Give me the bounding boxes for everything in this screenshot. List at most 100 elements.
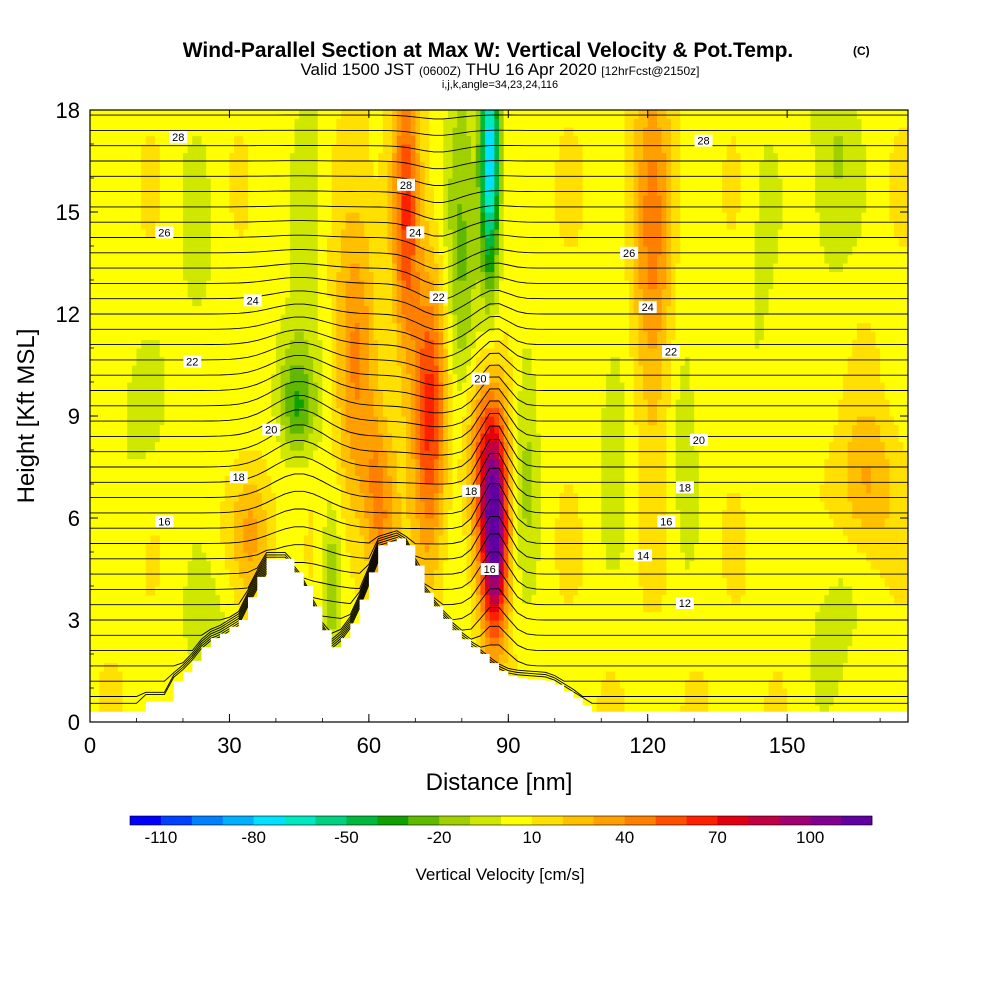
velocity-cell [647,569,653,579]
velocity-cell [313,552,319,562]
velocity-cell [856,560,863,570]
velocity-cell [698,671,705,681]
velocity-cell [731,662,737,672]
velocity-cell [810,586,816,596]
velocity-cell [638,628,644,638]
velocity-cell [870,637,877,647]
velocity-cell [740,645,746,655]
velocity-cell [210,543,217,553]
velocity-cell [503,501,509,511]
velocity-cell [828,696,835,706]
velocity-cell [870,671,877,681]
velocity-cell [884,654,891,664]
velocity-cell [601,586,607,596]
velocity-cell [643,696,649,706]
velocity-cell [898,637,904,647]
velocity-cell [526,603,533,613]
velocity-cell [861,594,867,604]
velocity-cell [647,603,653,613]
velocity-cell [587,594,593,604]
velocity-cell [782,501,788,511]
velocity-cell [201,586,207,596]
velocity-cell [182,484,189,494]
velocity-cell [573,501,579,511]
velocity-cell [559,645,565,655]
velocity-cell [531,594,537,604]
velocity-cell [791,543,798,553]
velocity-cell [591,594,598,604]
velocity-cell [638,654,644,664]
velocity-cell [215,586,221,596]
velocity-cell [889,688,895,698]
velocity-cell [717,645,723,655]
velocity-cell [466,526,472,536]
velocity-cell [833,594,839,604]
velocity-cell [708,662,714,672]
velocity-cell [745,560,751,570]
velocity-cell [740,577,746,587]
velocity-cell [866,654,872,664]
velocity-cell [824,662,830,672]
velocity-cell [248,586,254,596]
velocity-cell [749,620,756,630]
velocity-cell [838,645,844,655]
velocity-cell [461,594,468,604]
velocity-cell [870,509,877,519]
velocity-cell [182,560,189,570]
velocity-cell [419,501,426,511]
velocity-cell [499,645,505,655]
velocity-cell [596,679,602,689]
velocity-cell [578,577,584,587]
velocity-cell [745,526,751,536]
velocity-cell [554,526,561,536]
velocity-cell [596,577,602,587]
velocity-cell [643,518,649,528]
velocity-cell [591,526,598,536]
velocity-cell [852,560,858,570]
velocity-cell [861,603,867,613]
velocity-cell [903,611,908,621]
velocity-cell [824,535,830,545]
velocity-cell [633,628,640,638]
velocity-cell [164,662,170,672]
velocity-cell [136,577,142,587]
velocity-cell [842,526,849,536]
velocity-cell [517,577,523,587]
velocity-cell [838,696,844,706]
velocity-cell [815,526,821,536]
velocity-cell [740,569,746,579]
velocity-cell [489,620,495,630]
velocity-cell [187,637,193,647]
velocity-cell [452,594,458,604]
velocity-cell [801,620,807,630]
velocity-cell [99,611,105,621]
velocity-cell [499,654,505,664]
velocity-cell [261,518,268,528]
velocity-cell [564,671,570,681]
velocity-cell [596,526,602,536]
velocity-cell [559,535,565,545]
velocity-cell [861,509,867,519]
velocity-cell [522,526,528,536]
velocity-cell [680,696,686,706]
velocity-cell [475,560,482,570]
velocity-cell [261,492,268,502]
velocity-cell [489,654,495,664]
velocity-cell [596,645,602,655]
velocity-cell [615,696,621,706]
velocity-cell [164,484,170,494]
velocity-cell [582,662,588,672]
velocity-cell [169,620,175,630]
velocity-cell [308,484,314,494]
velocity-cell [145,484,152,494]
velocity-cell [526,611,533,621]
velocity-cell [266,526,272,536]
velocity-cell [136,560,142,570]
velocity-cell [777,501,784,511]
velocity-cell [670,535,677,545]
velocity-cell [619,603,626,613]
velocity-cell [526,484,533,494]
velocity-cell [564,535,570,545]
velocity-cell [327,620,333,630]
velocity-cell [192,603,198,613]
